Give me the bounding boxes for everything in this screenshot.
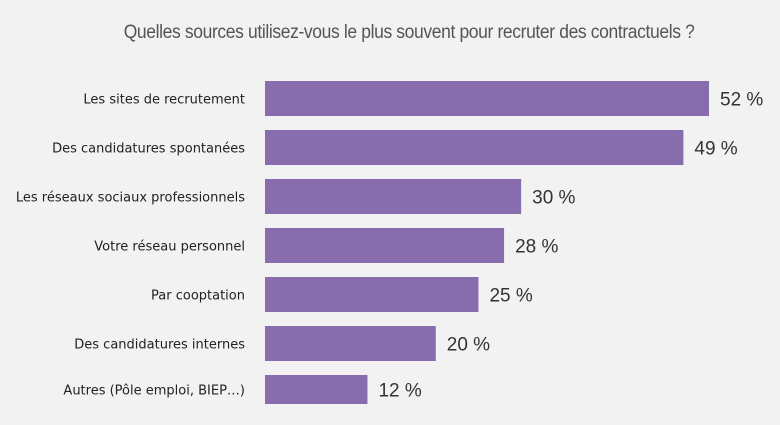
bar: [265, 277, 479, 312]
value-label: 12 %: [378, 381, 421, 402]
value-label: 25 %: [489, 286, 532, 307]
category-label: Des candidatures spontanées: [52, 142, 245, 157]
category-label: Les sites de recrutement: [83, 93, 245, 108]
category-label: Votre réseau personnel: [94, 240, 245, 255]
value-label: 49 %: [694, 139, 737, 160]
bar: [265, 326, 436, 361]
category-label: Des candidatures internes: [74, 338, 245, 353]
value-label: 30 %: [532, 188, 575, 209]
value-label: 52 %: [720, 90, 763, 111]
bar: [265, 228, 505, 263]
bar: [265, 81, 709, 116]
category-label: Autres (Pôle emploi, BIEP…): [63, 384, 245, 399]
bar: [265, 130, 684, 165]
bar: [265, 179, 522, 214]
category-label: Les réseaux sociaux professionnels: [16, 191, 245, 206]
category-label: Par cooptation: [151, 289, 245, 304]
value-label: 20 %: [447, 335, 490, 356]
value-label: 28 %: [515, 237, 558, 258]
chart-title: Quelles sources utilisez-vous le plus so…: [123, 22, 695, 43]
bar: [265, 375, 368, 404]
